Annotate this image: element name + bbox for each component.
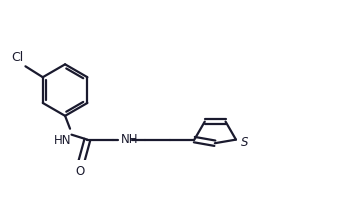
Text: NH: NH: [121, 133, 139, 146]
Text: O: O: [76, 165, 85, 178]
Text: S: S: [241, 136, 248, 149]
Text: HN: HN: [54, 134, 71, 147]
Text: Cl: Cl: [11, 51, 24, 64]
